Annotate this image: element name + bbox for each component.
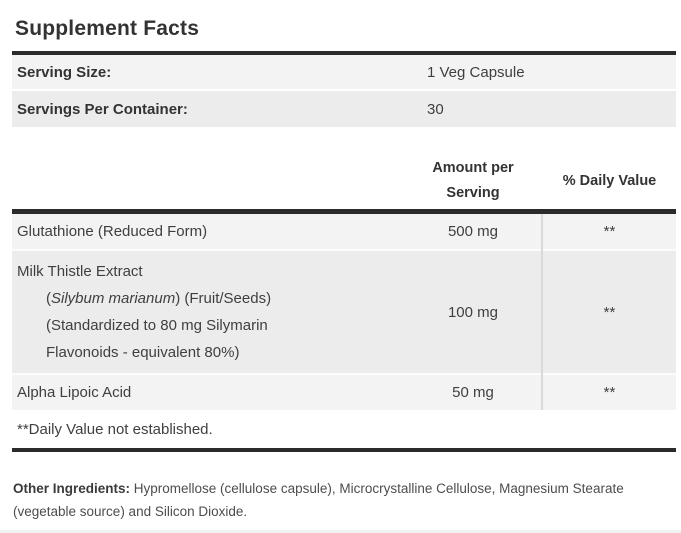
servings-per-container-label: Servings Per Container:	[17, 100, 188, 118]
table-row: Glutathione (Reduced Form) 500 mg **	[12, 214, 676, 249]
servings-per-container-value: 30	[427, 100, 444, 118]
table-row: Milk Thistle Extract (Silybum marianum) (…	[12, 249, 676, 373]
ingredient-name: Milk Thistle Extract (Silybum marianum) (…	[12, 251, 403, 373]
serving-size-label: Serving Size:	[17, 63, 112, 81]
column-divider-line	[541, 214, 543, 410]
other-ingredients-label: Other Ingredients:	[13, 481, 131, 496]
ingredient-daily-value: **	[603, 384, 616, 401]
column-headers: Amount per Serving % Daily Value	[12, 153, 676, 209]
serving-size-row: Serving Size: 1 Veg Capsule	[12, 55, 676, 91]
ingredient-detail-line: Flavonoids - equivalent 80%)	[46, 344, 240, 361]
ingredient-amount: 100 mg	[447, 303, 499, 321]
ingredient-detail-line: (Standardized to 80 mg Silymarin	[46, 317, 268, 334]
ingredient-amount: 500 mg	[447, 223, 499, 240]
next-section-edge	[0, 530, 681, 533]
daily-value-footnote: **Daily Value not established.	[12, 410, 676, 448]
page-title: Supplement Facts	[15, 17, 200, 40]
amount-per-serving-header: Amount per Serving	[432, 160, 514, 201]
ingredient-name: Alpha Lipoic Acid	[17, 384, 132, 401]
daily-value-header: % Daily Value	[562, 173, 657, 189]
ingredient-detail-line: (Silybum marianum) (Fruit/Seeds)	[46, 290, 272, 307]
ingredient-amount: 50 mg	[452, 384, 494, 401]
ingredient-daily-value: **	[603, 223, 616, 240]
other-ingredients-text: Other Ingredients: Hypromellose (cellulo…	[12, 477, 676, 523]
ingredient-name: Glutathione (Reduced Form)	[17, 223, 208, 240]
ingredients-table: Glutathione (Reduced Form) 500 mg ** Milk T…	[12, 214, 676, 410]
divider-bar-bottom	[12, 448, 676, 452]
table-row: Alpha Lipoic Acid 50 mg **	[12, 373, 676, 410]
divider-bar-top	[12, 51, 676, 55]
ingredient-daily-value: **	[603, 303, 616, 321]
servings-per-container-row: Servings Per Container: 30	[12, 91, 676, 127]
divider-bar-header	[12, 209, 676, 214]
other-ingredients-list: Hypromellose (cellulose capsule), Microc…	[13, 481, 624, 519]
serving-size-value: 1 Veg Capsule	[427, 63, 525, 81]
